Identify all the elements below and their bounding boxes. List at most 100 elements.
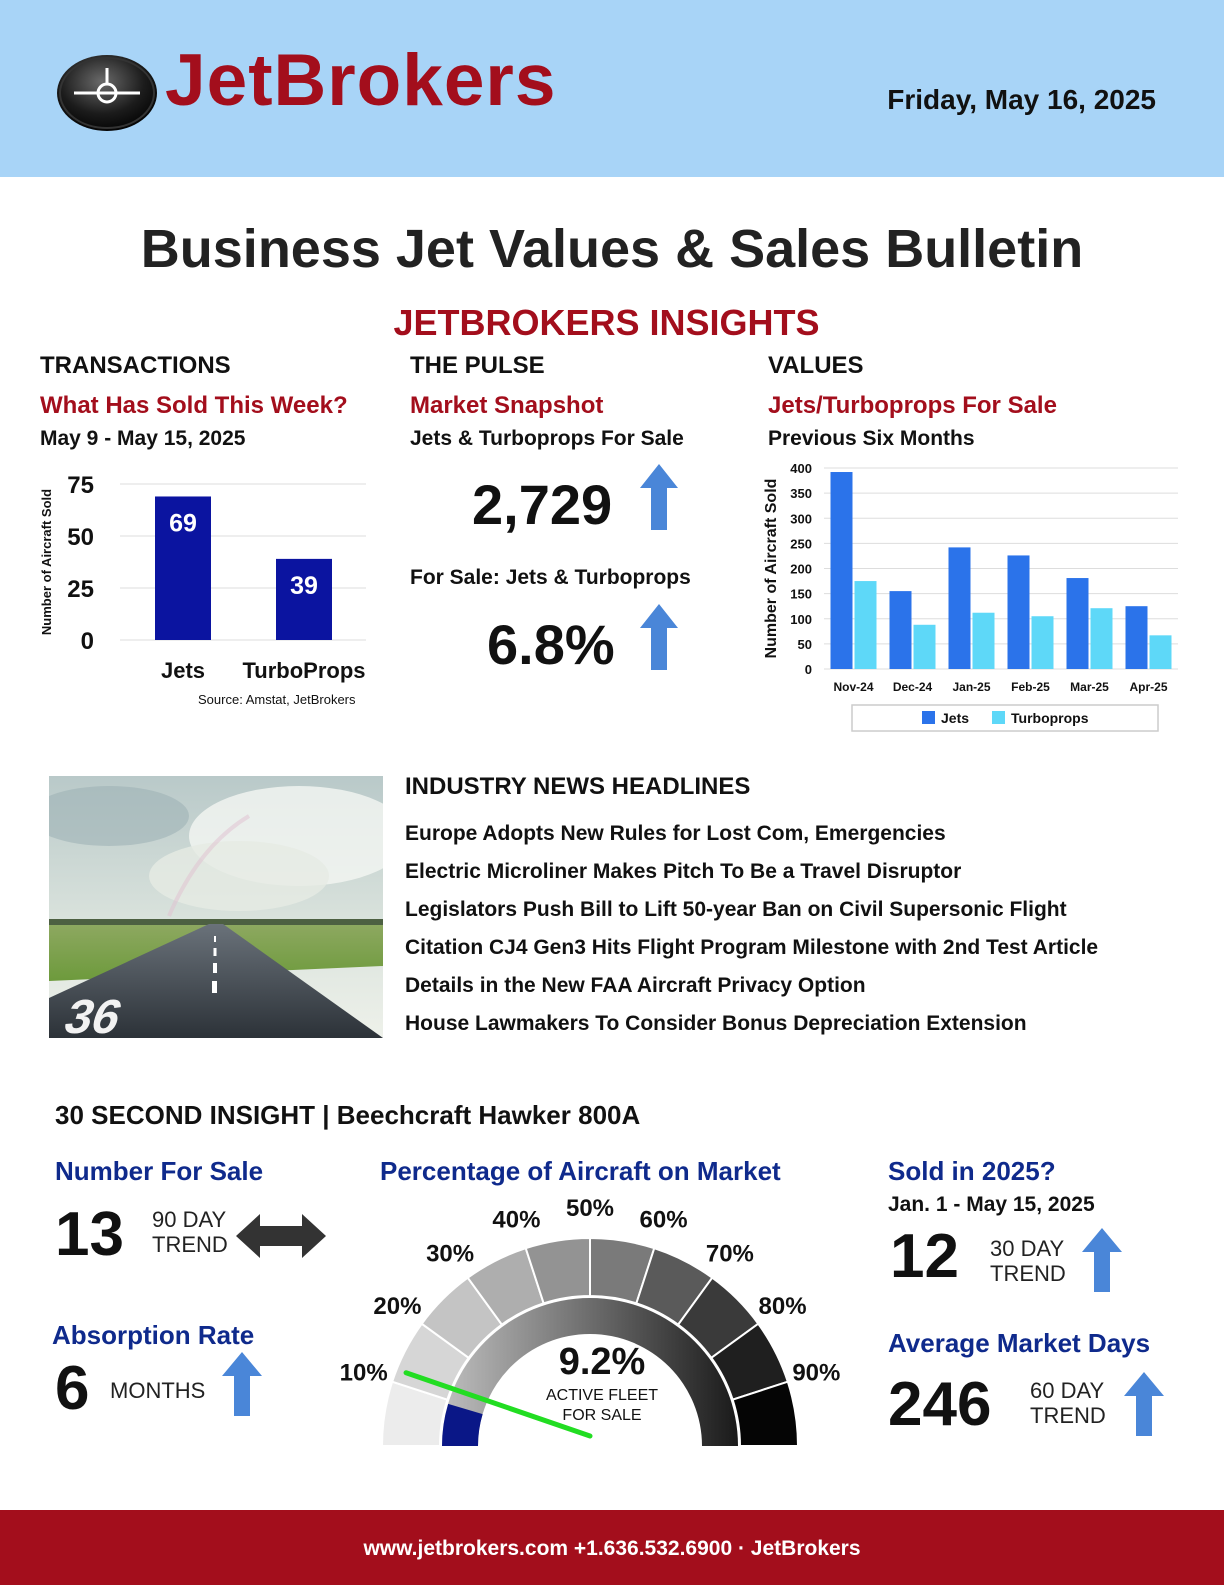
market-days-value: 246 xyxy=(888,1370,992,1439)
bar xyxy=(948,547,971,669)
market-days-trend: 60 DAY TREND xyxy=(1030,1378,1106,1429)
gauge-center xyxy=(479,1335,701,1448)
insight-heading: 30 SECOND INSIGHT | Beechcraft Hawker 80… xyxy=(55,1100,641,1130)
news-item[interactable]: Details in the New FAA Aircraft Privacy … xyxy=(405,974,866,997)
gauge-value-fill xyxy=(442,1403,483,1446)
y-tick-label: 300 xyxy=(790,511,812,526)
gauge-needle xyxy=(403,1370,593,1439)
gauge-tick-label: 80% xyxy=(759,1293,807,1320)
news-heading: INDUSTRY NEWS HEADLINES xyxy=(405,773,751,800)
trend-line: TREND xyxy=(990,1261,1066,1287)
x-category-label: Nov-24 xyxy=(833,680,873,694)
runway-photo: 36 xyxy=(49,776,383,1038)
trend-line: TREND xyxy=(152,1232,228,1258)
for-sale-count: 2,729 xyxy=(472,473,613,536)
up-arrow-icon xyxy=(640,604,678,670)
news-item[interactable]: Electric Microliner Makes Pitch To Be a … xyxy=(405,860,962,883)
sold-this-week-chart: 0 25 50 75 Number of Aircraft Sold 69 Jets 39 Tu… xyxy=(39,472,366,683)
pulse-subtitle: Market Snapshot xyxy=(410,392,604,419)
gauge-inner-band xyxy=(442,1298,738,1446)
brand-name: JetBrokers xyxy=(165,40,557,121)
trend-line: TREND xyxy=(1030,1403,1106,1429)
sold-label: Sold in 2025? xyxy=(888,1156,1056,1186)
pulse-line-2: For Sale: Jets & Turboprops xyxy=(410,566,691,589)
number-for-sale-trend: 90 DAY TREND xyxy=(152,1207,228,1258)
gauge-caption: FOR SALE xyxy=(562,1407,641,1424)
number-for-sale-label: Number For Sale xyxy=(55,1156,264,1186)
y-tick-label: 0 xyxy=(805,662,812,677)
x-category-label: TurboProps xyxy=(242,658,365,683)
header-banner xyxy=(0,0,1224,177)
values-range: Previous Six Months xyxy=(768,427,975,450)
y-axis-label: Number of Aircraft Sold xyxy=(764,479,780,659)
transactions-subtitle: What Has Sold This Week? xyxy=(40,392,348,419)
gauge-tick-label: 20% xyxy=(373,1293,421,1320)
trend-line: 90 DAY xyxy=(152,1207,227,1232)
bar xyxy=(155,496,211,640)
up-arrow-icon xyxy=(222,1352,262,1416)
y-tick-label: 350 xyxy=(790,486,812,501)
bar xyxy=(972,612,995,669)
bar xyxy=(854,581,877,669)
up-arrow-icon xyxy=(1124,1372,1164,1436)
market-days-label: Average Market Days xyxy=(888,1328,1151,1358)
gauge-label: Percentage of Aircraft on Market xyxy=(380,1156,781,1186)
y-tick-label: 400 xyxy=(790,461,812,476)
six-month-chart: 0 50 100 150 200 250 300 350 400 Number of Aircra… xyxy=(764,461,1178,732)
gauge-tick-label: 30% xyxy=(426,1240,474,1267)
transactions-heading: TRANSACTIONS xyxy=(40,352,231,379)
up-arrow-icon xyxy=(640,464,678,530)
y-tick-label: 200 xyxy=(790,562,812,577)
y-tick-label: 75 xyxy=(67,472,94,499)
x-category-label: Mar-25 xyxy=(1070,680,1109,694)
gauge-tick-label: 70% xyxy=(706,1240,754,1267)
pulse-line-1: Jets & Turboprops For Sale xyxy=(410,427,684,450)
up-arrow-icon xyxy=(1082,1228,1122,1292)
bar xyxy=(1007,555,1030,669)
horizontal-arrow-icon xyxy=(236,1214,326,1258)
market-percentage-gauge: 9.2% ACTIVE FLEET FOR SALE 10% 20%30% 40% 50% 6… xyxy=(340,1195,840,1448)
insights-title: JETBROKERS INSIGHTS xyxy=(393,302,820,343)
for-sale-percent: 6.8% xyxy=(487,613,615,676)
gauge-tick-label: 10% xyxy=(340,1359,388,1386)
x-category-label: Jan-25 xyxy=(952,680,990,694)
bar-data-label: 39 xyxy=(290,572,318,600)
bar xyxy=(830,472,853,669)
bulletin-date: Friday, May 16, 2025 xyxy=(887,84,1156,115)
x-category-label: Jets xyxy=(161,658,205,683)
legend-label: Jets xyxy=(941,710,969,726)
absorption-label: Absorption Rate xyxy=(52,1320,255,1350)
absorption-unit: MONTHS xyxy=(110,1378,206,1403)
y-tick-label: 25 xyxy=(67,576,94,603)
pulse-heading: THE PULSE xyxy=(410,352,545,379)
bar xyxy=(276,558,332,640)
sold-range: Jan. 1 - May 15, 2025 xyxy=(888,1193,1095,1216)
footer-bar xyxy=(0,1510,1224,1585)
bar xyxy=(889,591,912,669)
gauge-tick-label: 40% xyxy=(492,1207,540,1234)
chart-source: Source: Amstat, JetBrokers xyxy=(198,692,356,707)
bar xyxy=(1066,578,1089,669)
gauge-tick-label: 90% xyxy=(792,1359,840,1386)
bar xyxy=(1031,616,1054,669)
y-tick-label: 150 xyxy=(790,587,812,602)
jet-logo-icon xyxy=(57,55,157,131)
x-category-label: Dec-24 xyxy=(893,680,933,694)
gauge-value: 9.2% xyxy=(559,1341,646,1383)
x-category-label: Feb-25 xyxy=(1011,680,1050,694)
news-item[interactable]: House Lawmakers To Consider Bonus Deprec… xyxy=(405,1012,1027,1035)
x-category-label: Apr-25 xyxy=(1129,680,1167,694)
bar xyxy=(1125,606,1148,669)
sold-trend: 30 DAY TREND xyxy=(990,1236,1066,1287)
legend-label: Turboprops xyxy=(1011,710,1089,726)
legend-swatch xyxy=(922,711,935,724)
bar xyxy=(1149,635,1172,669)
news-item[interactable]: Citation CJ4 Gen3 Hits Flight Program Mi… xyxy=(405,936,1099,959)
news-item[interactable]: Europe Adopts New Rules for Lost Com, Em… xyxy=(405,822,946,845)
y-tick-label: 50 xyxy=(798,637,812,652)
footer-contact[interactable]: www.jetbrokers.com +1.636.532.6900 · Jet… xyxy=(363,1537,861,1560)
absorption-value: 6 xyxy=(55,1354,90,1423)
y-tick-label: 100 xyxy=(790,612,812,627)
y-tick-label: 50 xyxy=(67,524,94,551)
news-item[interactable]: Legislators Push Bill to Lift 50-year Ba… xyxy=(405,898,1067,921)
